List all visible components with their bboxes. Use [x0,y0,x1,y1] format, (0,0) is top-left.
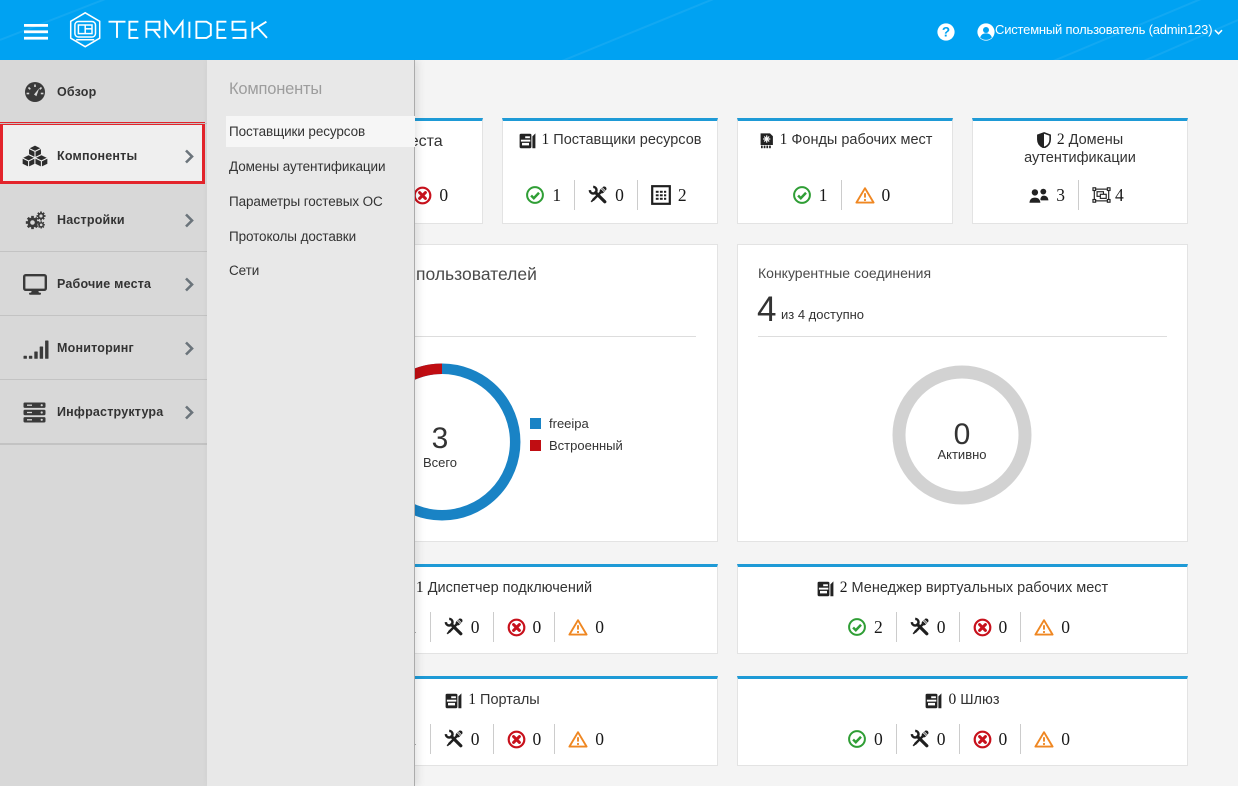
svg-text:?: ? [942,25,950,40]
